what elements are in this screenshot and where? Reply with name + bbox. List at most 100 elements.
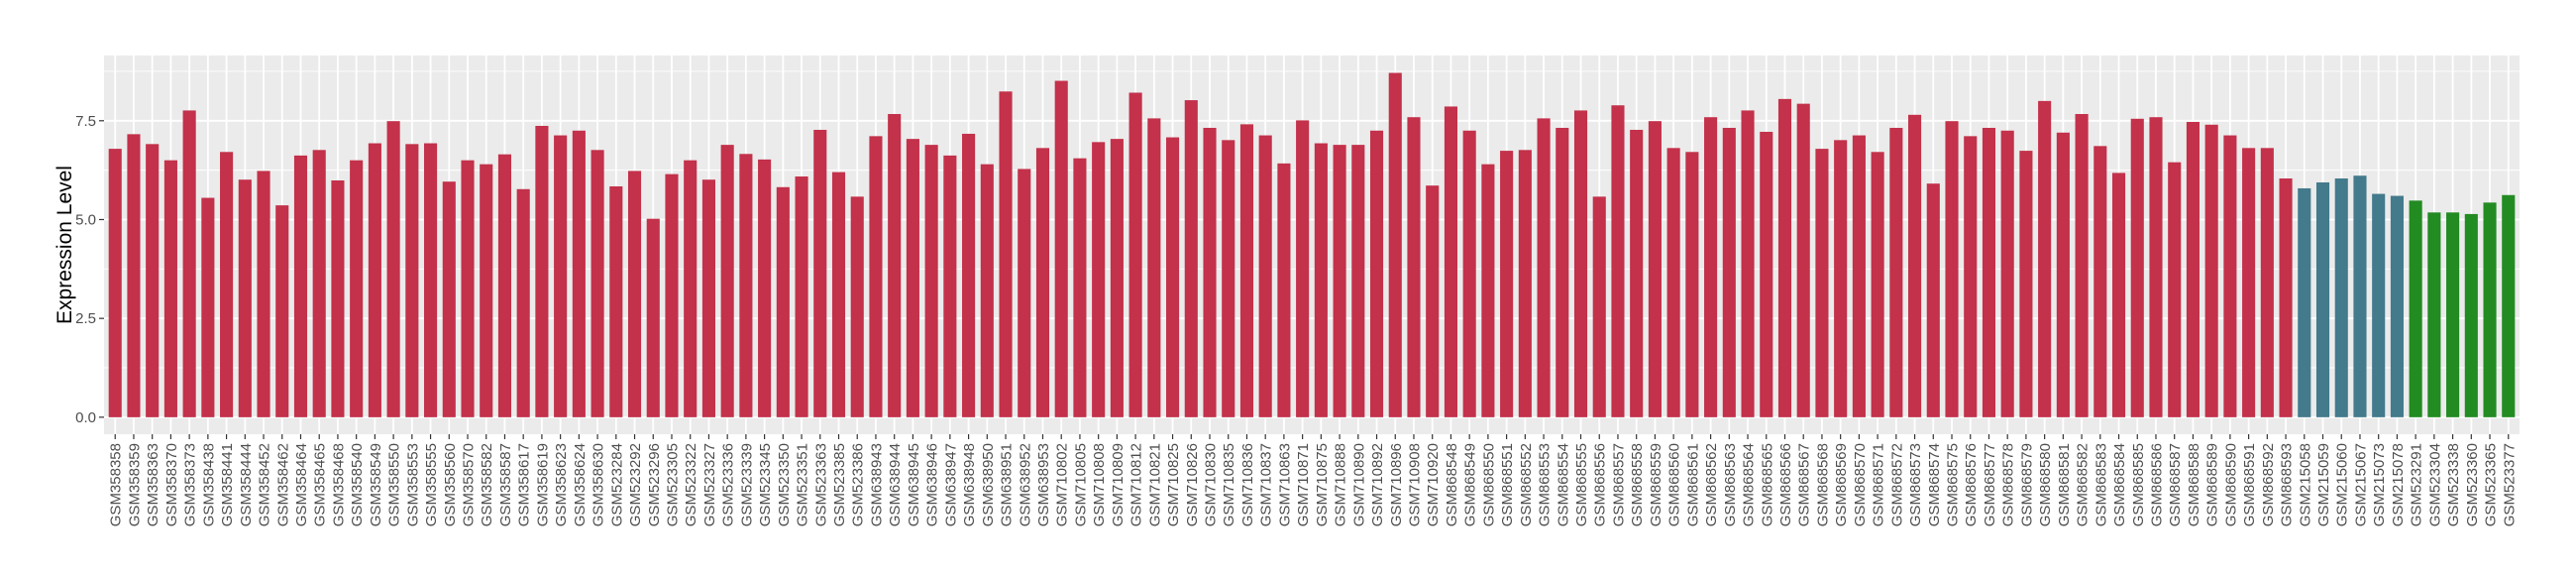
- bar-GSM710875: [1314, 143, 1328, 417]
- x-tick-label: GSM638943: [868, 443, 885, 526]
- x-tick-label: GSM868585: [2130, 443, 2147, 526]
- bar-GSM523377: [2502, 194, 2516, 417]
- x-tick-label: GSM523291: [2409, 443, 2425, 526]
- x-tick-label: GSM358555: [423, 443, 440, 526]
- y-tick-label: 5.0: [75, 211, 96, 228]
- bar-GSM710908: [1407, 117, 1421, 417]
- x-tick-label: GSM638950: [980, 443, 997, 526]
- bar-GSM868587: [2168, 162, 2182, 417]
- x-tick-label: GSM868549: [1462, 443, 1479, 526]
- x-tick-label: GSM710812: [1128, 443, 1145, 526]
- x-tick-label: GSM868591: [2241, 443, 2258, 526]
- bar-GSM638946: [924, 145, 938, 417]
- bar-GSM358462: [275, 205, 289, 417]
- bar-GSM710892: [1369, 130, 1384, 417]
- bar-GSM710805: [1073, 158, 1087, 417]
- bar-GSM358624: [572, 130, 586, 417]
- x-tick-label: GSM358630: [590, 443, 607, 526]
- x-tick-label: GSM358570: [461, 443, 478, 526]
- bar-GSM868581: [2056, 132, 2070, 417]
- x-tick-label: GSM523351: [795, 443, 811, 526]
- x-tick-label: GSM358468: [330, 443, 347, 526]
- x-tick-label: GSM710826: [1184, 443, 1201, 526]
- bar-GSM638950: [980, 164, 994, 417]
- x-tick-label: GSM358623: [553, 443, 570, 526]
- x-tick-label: GSM358587: [497, 443, 514, 526]
- bar-GSM868580: [2038, 100, 2052, 417]
- bar-GSM523339: [739, 154, 753, 417]
- x-tick-label: GSM358363: [145, 443, 161, 526]
- x-tick-label: GSM638948: [961, 443, 978, 526]
- x-tick-label: GSM868570: [1852, 443, 1869, 526]
- bar-GSM358619: [535, 125, 549, 417]
- x-tick-label: GSM358550: [386, 443, 403, 526]
- x-tick-label: GSM868562: [1703, 443, 1720, 526]
- bar-GSM523296: [646, 218, 660, 417]
- bar-GSM523304: [2427, 212, 2441, 417]
- bar-GSM868553: [1537, 118, 1551, 417]
- bar-GSM868552: [1518, 150, 1532, 417]
- bar-GSM358359: [127, 134, 141, 417]
- x-tick-label: GSM710809: [1110, 443, 1127, 526]
- y-axis: 0.0 2.5 5.0 7.5: [75, 113, 104, 426]
- bar-GSM523327: [701, 179, 715, 417]
- bar-GSM710888: [1333, 145, 1346, 417]
- x-tick-label: GSM868574: [1926, 443, 1943, 526]
- x-tick-label: GSM215059: [2315, 443, 2332, 526]
- bar-GSM868560: [1666, 148, 1680, 417]
- bar-GSM638948: [962, 133, 976, 417]
- x-tick-label: GSM523385: [831, 443, 848, 526]
- bar-GSM710920: [1426, 185, 1440, 417]
- x-tick-label: GSM638952: [1017, 443, 1033, 526]
- x-tick-label: GSM710871: [1295, 443, 1312, 526]
- bar-GSM868551: [1500, 151, 1514, 417]
- x-tick-label: GSM638947: [942, 443, 959, 526]
- bar-GSM215058: [2298, 187, 2311, 417]
- bar-GSM638945: [906, 139, 919, 417]
- x-tick-label: GSM523322: [683, 443, 699, 526]
- bar-GSM868548: [1444, 106, 1457, 417]
- x-tick-label: GSM868592: [2260, 443, 2277, 526]
- bar-GSM868555: [1573, 110, 1588, 417]
- bar-GSM868557: [1611, 105, 1625, 417]
- bar-GSM358570: [461, 160, 475, 417]
- x-tick-label: GSM638951: [999, 443, 1016, 526]
- x-tick-label: GSM358444: [238, 443, 255, 526]
- x-tick-label: GSM868576: [1963, 443, 1980, 526]
- bar-GSM868577: [1982, 127, 1996, 417]
- bar-GSM358452: [257, 171, 270, 417]
- bar-GSM358582: [480, 164, 493, 417]
- x-tick-label: GSM710830: [1203, 443, 1220, 526]
- bar-GSM358587: [497, 154, 512, 417]
- x-tick-label: GSM523345: [757, 443, 774, 526]
- x-tick-label: GSM710875: [1314, 443, 1331, 526]
- bar-GSM523345: [758, 159, 772, 417]
- bar-GSM523284: [609, 185, 623, 417]
- bar-GSM215067: [2353, 175, 2367, 417]
- x-tick-label: GSM868567: [1796, 443, 1813, 526]
- bar-GSM358549: [368, 143, 381, 417]
- bar-GSM358464: [293, 155, 308, 417]
- bar-GSM358468: [331, 180, 345, 417]
- bar-GSM710821: [1147, 118, 1161, 417]
- x-tick-label: GSM710808: [1091, 443, 1108, 526]
- x-tick-label: GSM868569: [1833, 443, 1850, 526]
- x-tick-label: GSM868552: [1518, 443, 1535, 526]
- bar-GSM523305: [665, 173, 679, 417]
- bar-GSM868589: [2204, 124, 2218, 417]
- bar-GSM638947: [943, 155, 957, 417]
- bar-GSM358373: [182, 110, 196, 417]
- x-tick-label: GSM215060: [2334, 443, 2351, 526]
- bar-GSM868575: [1945, 121, 1959, 417]
- x-tick-label: GSM638946: [924, 443, 941, 526]
- bar-GSM710890: [1351, 145, 1365, 417]
- bar-GSM710809: [1110, 139, 1124, 417]
- bar-GSM358560: [442, 181, 456, 417]
- x-tick-label: GSM868589: [2204, 443, 2221, 526]
- x-tick-label: GSM868571: [1871, 443, 1887, 526]
- x-tick-label: GSM523386: [850, 443, 867, 526]
- x-tick-label: GSM523350: [776, 443, 793, 526]
- y-axis-title: Expression Level: [54, 166, 76, 324]
- x-tick-label: GSM710890: [1350, 443, 1367, 526]
- bar-GSM523351: [795, 176, 808, 417]
